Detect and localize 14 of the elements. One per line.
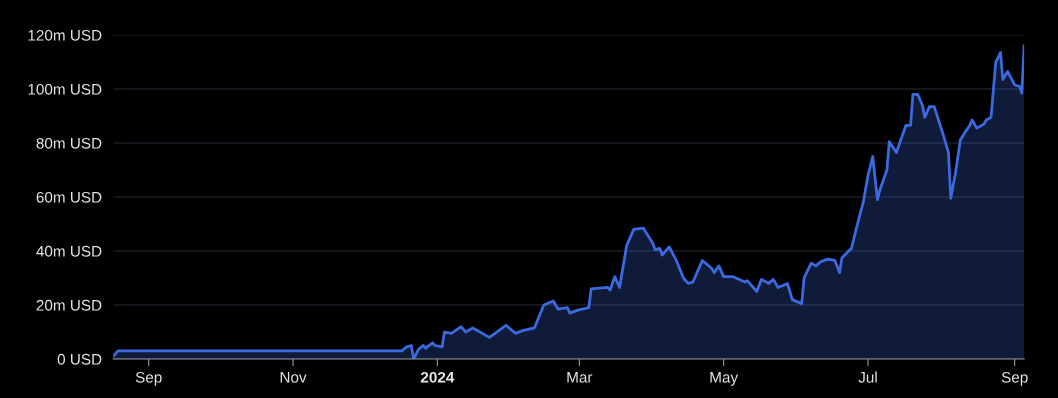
x-tick-label: 2024 [420, 371, 455, 383]
x-tick-label: Nov [280, 372, 307, 383]
y-tick-label: 100m USD [28, 83, 102, 95]
x-tick-label: May [710, 372, 739, 386]
x-tick-label: Sep [135, 371, 162, 386]
x-tick-label: Sep [1001, 371, 1028, 386]
y-tick-label: 0 USD [57, 353, 102, 365]
y-tick-label: 20m USD [36, 299, 102, 311]
y-tick-label: 80m USD [36, 137, 102, 149]
y-tick-label: 120m USD [28, 29, 102, 41]
y-tick-label: 40m USD [36, 245, 102, 257]
x-tick-label: Jul [858, 371, 877, 383]
y-tick-label: 60m USD [36, 191, 102, 203]
x-tick-label: Mar [567, 372, 593, 383]
